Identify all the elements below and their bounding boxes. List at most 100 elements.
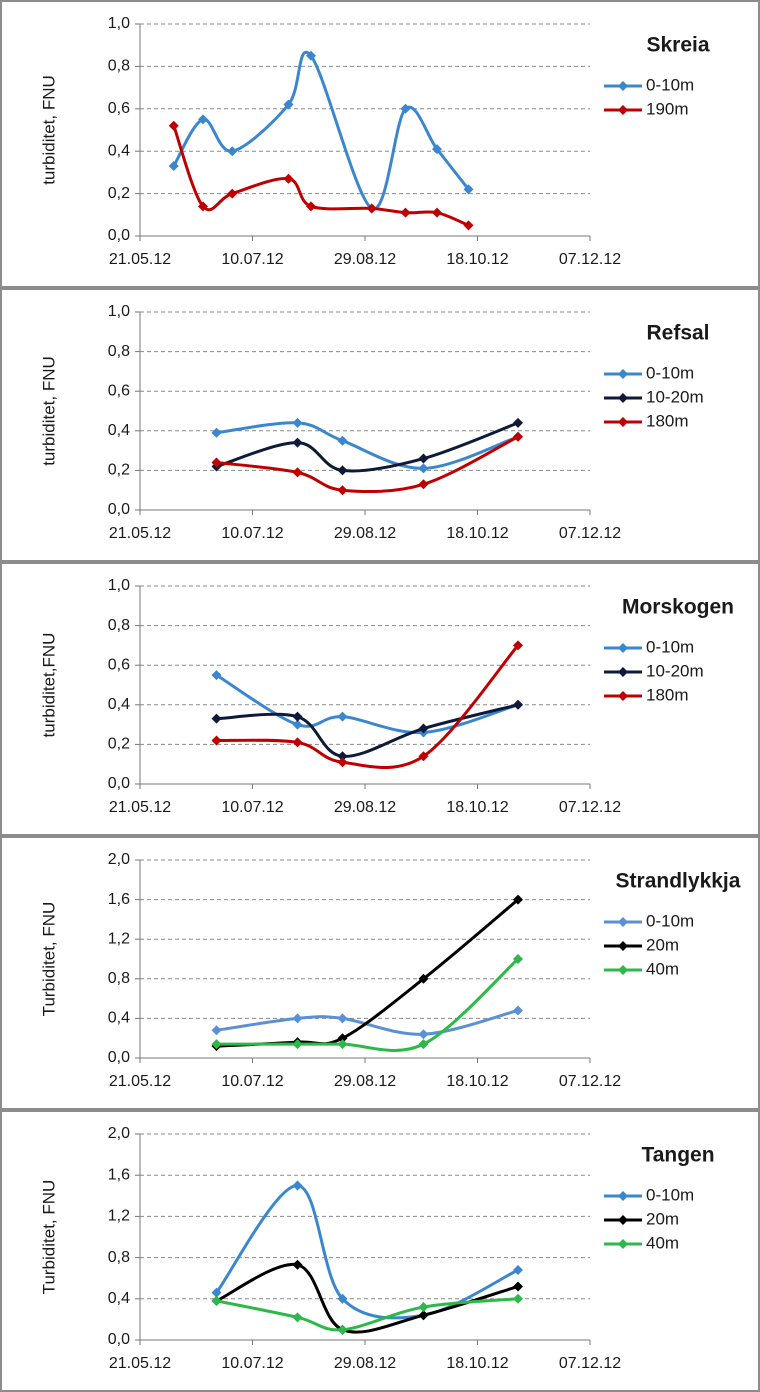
data-point xyxy=(211,670,222,681)
x-tick-label: 29.08.12 xyxy=(334,525,396,542)
data-point xyxy=(513,640,523,651)
x-tick-label: 10.07.12 xyxy=(221,1073,283,1090)
data-point xyxy=(513,954,523,964)
legend-label: 10-20m xyxy=(646,661,704,680)
chart-panel: 0,0 0,2 0,4 0,6 0,8 1,0 21.05.12 10.07.12 29.08.… xyxy=(0,0,760,288)
panel-frame xyxy=(0,288,760,562)
chart-panel: 0,0 0,4 0,8 1,2 1,6 2,0 21.05.12 10.07.12 29.08.… xyxy=(0,1110,760,1392)
data-point xyxy=(292,1013,303,1024)
legend-label: 20m xyxy=(646,935,679,954)
legend-marker xyxy=(618,81,628,91)
data-point xyxy=(337,1013,348,1024)
y-tick-label: 2,0 xyxy=(108,851,130,868)
data-point xyxy=(337,465,348,476)
data-point xyxy=(418,751,429,762)
series-line xyxy=(215,1183,519,1320)
legend-marker xyxy=(618,105,628,115)
data-point xyxy=(292,417,303,428)
data-point xyxy=(400,207,411,218)
data-point xyxy=(337,1293,348,1304)
x-tick-label: 21.05.12 xyxy=(109,799,171,816)
data-point xyxy=(337,751,348,762)
data-point xyxy=(513,894,523,905)
data-point xyxy=(211,457,222,468)
data-point xyxy=(211,1287,222,1298)
legend-title: Skreia xyxy=(646,34,709,57)
x-tick-label: 10.07.12 xyxy=(221,799,283,816)
data-point xyxy=(211,427,222,438)
x-tick-label: 10.07.12 xyxy=(221,525,283,542)
data-point xyxy=(418,1310,429,1321)
x-tick-label: 07.12.12 xyxy=(559,1355,621,1372)
x-tick-label: 07.12.12 xyxy=(559,799,621,816)
data-point xyxy=(463,220,474,231)
data-point xyxy=(418,479,429,490)
legend-title: Refsal xyxy=(646,322,709,345)
data-point xyxy=(513,1005,523,1016)
data-point xyxy=(198,201,208,212)
x-tick-label: 18.10.12 xyxy=(446,251,508,268)
x-tick-label: 18.10.12 xyxy=(446,1073,508,1090)
data-point xyxy=(418,723,429,734)
data-point xyxy=(168,161,179,172)
x-tick-label: 21.05.12 xyxy=(109,525,171,542)
y-tick-label: 0,4 xyxy=(108,1290,130,1307)
legend-label: 0-10m xyxy=(646,1185,694,1204)
legend-label: 0-10m xyxy=(646,911,694,930)
y-axis-title: turbiditet, FNU xyxy=(39,356,58,466)
panel-frame xyxy=(0,0,760,288)
chart-panel: 0,0 0,4 0,8 1,2 1,6 2,0 21.05.12 10.07.12 29.08.… xyxy=(0,836,760,1110)
y-tick-label: 0,8 xyxy=(108,970,130,987)
legend-label: 0-10m xyxy=(646,75,694,94)
data-point xyxy=(292,1259,303,1270)
data-point xyxy=(211,1295,222,1306)
x-tick-label: 29.08.12 xyxy=(334,1355,396,1372)
legend-marker xyxy=(618,1191,628,1201)
y-axis-title: turbiditet, FNU xyxy=(39,75,58,185)
y-tick-label: 0,2 xyxy=(108,736,130,753)
data-point xyxy=(432,207,442,218)
y-tick-label: 0,6 xyxy=(108,100,130,117)
data-point xyxy=(211,1039,222,1050)
data-point xyxy=(418,1302,429,1313)
data-point xyxy=(513,417,523,428)
series-line xyxy=(216,435,519,494)
y-tick-label: 1,0 xyxy=(108,303,130,320)
series-line xyxy=(216,703,519,758)
data-point xyxy=(366,203,377,214)
y-tick-label: 2,0 xyxy=(108,1125,130,1142)
y-tick-label: 0,0 xyxy=(108,1331,130,1348)
y-tick-label: 0,8 xyxy=(108,343,130,360)
y-tick-label: 1,6 xyxy=(108,891,130,908)
data-point xyxy=(418,1039,429,1050)
y-axis-title: Turbiditet, FNU xyxy=(39,902,58,1017)
x-tick-label: 21.05.12 xyxy=(109,1355,171,1372)
data-point xyxy=(211,713,222,724)
series-line xyxy=(215,1262,519,1334)
y-tick-label: 0,0 xyxy=(108,501,130,518)
series-line xyxy=(216,957,520,1052)
y-tick-label: 0,2 xyxy=(108,462,130,479)
data-point xyxy=(513,1264,523,1275)
legend-marker xyxy=(618,917,628,927)
legend-marker xyxy=(618,1239,628,1249)
legend-label: 180m xyxy=(646,685,689,704)
data-point xyxy=(432,144,442,155)
data-point xyxy=(292,719,303,730)
data-point xyxy=(227,188,238,199)
y-axis-title: turbiditet,FNU xyxy=(39,633,58,738)
data-point xyxy=(337,1033,348,1044)
y-tick-label: 1,6 xyxy=(108,1166,130,1183)
x-tick-label: 29.08.12 xyxy=(334,1073,396,1090)
data-point xyxy=(198,114,208,125)
x-tick-label: 18.10.12 xyxy=(446,799,508,816)
data-point xyxy=(227,146,238,157)
data-point xyxy=(306,201,316,212)
y-tick-label: 0,6 xyxy=(108,382,130,399)
legend-marker xyxy=(618,417,628,427)
data-point xyxy=(292,1312,303,1323)
x-tick-label: 29.08.12 xyxy=(334,251,396,268)
legend-label: 190m xyxy=(646,99,689,118)
data-point xyxy=(292,1180,303,1191)
legend-marker xyxy=(618,667,628,677)
